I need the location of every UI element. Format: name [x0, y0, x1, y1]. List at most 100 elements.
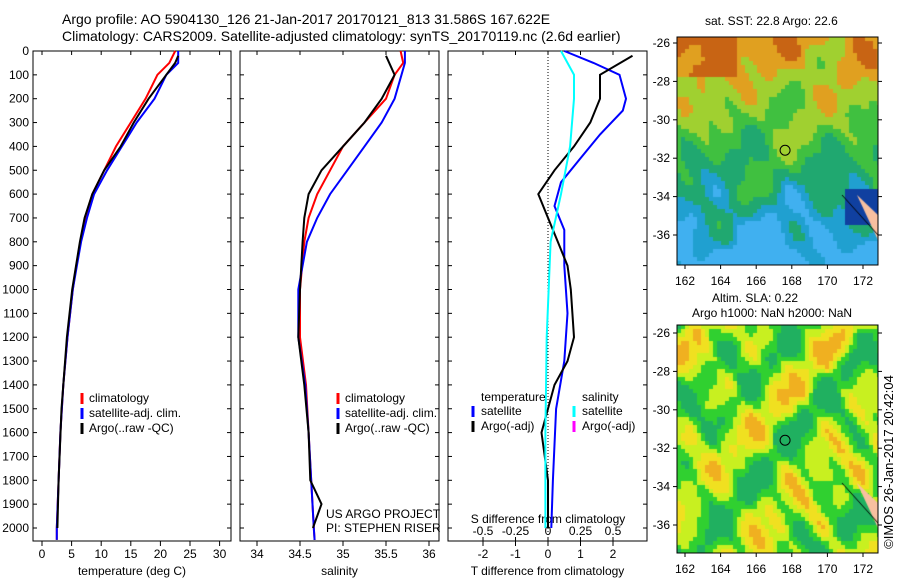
- legend-label: climatology: [89, 391, 149, 405]
- x2-tick-label: 0: [545, 524, 552, 538]
- legend-label: satellite-adj. clim.: [89, 406, 181, 420]
- argo-position-marker: [779, 434, 791, 446]
- sst-map-title: sat. SST: 22.8 Argo: 22.6: [705, 14, 838, 28]
- sla-map-title1: Altim. SLA: 0.22: [712, 291, 799, 305]
- x2-tick-label: 0.5: [605, 524, 622, 538]
- x-tick-label: 20: [154, 547, 168, 561]
- depth-tick-label: 1100: [3, 306, 29, 320]
- sla-map: [677, 325, 878, 553]
- depth-tick-label: 1600: [2, 426, 29, 440]
- depth-tick-label: 400: [9, 139, 29, 153]
- lat-tick-label: -28: [653, 364, 671, 378]
- credit: ©IMOS 26-Jan-2017 20:42:04: [881, 375, 896, 549]
- sst-map: [677, 37, 878, 265]
- x2-tick-label: -0.5: [473, 524, 494, 538]
- depth-tick-label: 100: [9, 68, 29, 82]
- x-tick-label: 15: [124, 547, 138, 561]
- lat-tick-label: -28: [653, 74, 671, 88]
- depth-tick-label: 600: [9, 187, 29, 201]
- argo-position-marker: [779, 144, 791, 156]
- lat-tick-label: -32: [653, 441, 671, 455]
- lon-tick-label: 166: [746, 562, 766, 576]
- title-line2: Climatology: CARS2009. Satellite-adjuste…: [62, 28, 621, 44]
- map-frame: [676, 324, 879, 554]
- x-tick-label: 0: [39, 547, 46, 561]
- lon-tick-label: 168: [782, 562, 802, 576]
- legend-label: Argo(-adj): [481, 419, 534, 433]
- lon-tick-label: 170: [817, 274, 837, 288]
- depth-tick-label: 1800: [2, 473, 29, 487]
- depth-tick-label: 500: [9, 163, 29, 177]
- lat-tick-label: -26: [653, 36, 671, 50]
- depth-tick-label: 1700: [2, 449, 29, 463]
- legend-label: satellite-adj. clim.: [345, 406, 437, 420]
- depth-tick-label: 0: [22, 44, 29, 58]
- depth-tick-label: 2000: [2, 521, 29, 535]
- lon-tick-label: 168: [782, 274, 802, 288]
- map-frame: [676, 36, 879, 266]
- depth-tick-label: 1400: [2, 378, 29, 392]
- lat-tick-label: -32: [653, 151, 671, 165]
- lon-tick-label: 172: [853, 274, 873, 288]
- series-argo-raw-qc-: [297, 55, 396, 529]
- lon-tick-label: 162: [675, 562, 695, 576]
- series-t-argo-adj-: [537, 54, 634, 528]
- pi-annotation: PI: STEPHEN RISER: [326, 521, 441, 535]
- legend-label: satellite: [481, 404, 522, 418]
- lat-tick-label: -34: [653, 190, 671, 204]
- sla-map-title2: Argo h1000: NaN h2000: NaN: [692, 306, 853, 320]
- x-tick-label: 10: [95, 547, 109, 561]
- depth-tick-label: 1200: [2, 330, 29, 344]
- lat-tick-label: -30: [653, 403, 671, 417]
- depth-tick-label: 800: [9, 235, 29, 249]
- x-tick-label: -1: [510, 547, 521, 561]
- legend-label: Argo(-adj): [582, 419, 635, 433]
- x-axis-label: temperature (deg C): [78, 564, 186, 578]
- series-argo-raw-qc-: [56, 55, 180, 529]
- lon-tick-label: 162: [675, 274, 695, 288]
- lat-tick-label: -30: [653, 113, 671, 127]
- x-tick-label: 36: [422, 547, 436, 561]
- legend-label: Argo(..raw -QC): [89, 421, 174, 435]
- series-s-satellite: [544, 50, 575, 528]
- lat-tick-label: -34: [653, 480, 671, 494]
- x-tick-label: 0: [545, 547, 552, 561]
- x-tick-label: 2: [610, 547, 617, 561]
- lon-tick-label: 164: [711, 562, 731, 576]
- pi-annotation: US ARGO PROJECT: [326, 507, 441, 521]
- x-tick-label: 30: [213, 547, 227, 561]
- x-tick-label: 34.5: [288, 547, 312, 561]
- x-tick-label: 34: [250, 547, 264, 561]
- x-tick-label: 5: [68, 547, 75, 561]
- title-line1: Argo profile: AO 5904130_126 21-Jan-2017…: [62, 11, 551, 27]
- x2-tick-label: -0.25: [502, 524, 530, 538]
- x-axis-label: salinity: [321, 564, 358, 578]
- legend-title-temperature: temperature: [481, 390, 546, 404]
- depth-tick-label: 1000: [2, 283, 29, 297]
- legend-label: satellite: [582, 404, 623, 418]
- depth-tick-label: 300: [9, 116, 29, 130]
- panel-frame-1: [239, 50, 440, 542]
- depth-tick-label: 200: [9, 92, 29, 106]
- lat-tick-label: -26: [653, 326, 671, 340]
- x2-tick-label: 0.25: [569, 524, 593, 538]
- lon-tick-label: 164: [711, 274, 731, 288]
- x-tick-label: 35: [336, 547, 350, 561]
- depth-tick-label: 1300: [2, 354, 29, 368]
- x-tick-label: 35.5: [374, 547, 398, 561]
- x-axis-label: T difference from climatology: [471, 564, 625, 578]
- lat-tick-label: -36: [653, 518, 671, 532]
- lon-tick-label: 166: [746, 274, 766, 288]
- lat-tick-label: -36: [653, 228, 671, 242]
- legend-label: climatology: [345, 391, 405, 405]
- x-tick-label: 1: [577, 547, 584, 561]
- legend-label: Argo(..raw -QC): [345, 421, 430, 435]
- series-t-satellite: [550, 50, 628, 529]
- x-tick-label: -2: [478, 547, 489, 561]
- depth-tick-label: 1500: [2, 402, 29, 416]
- x-tick-label: 25: [183, 547, 197, 561]
- depth-tick-label: 1900: [2, 497, 29, 511]
